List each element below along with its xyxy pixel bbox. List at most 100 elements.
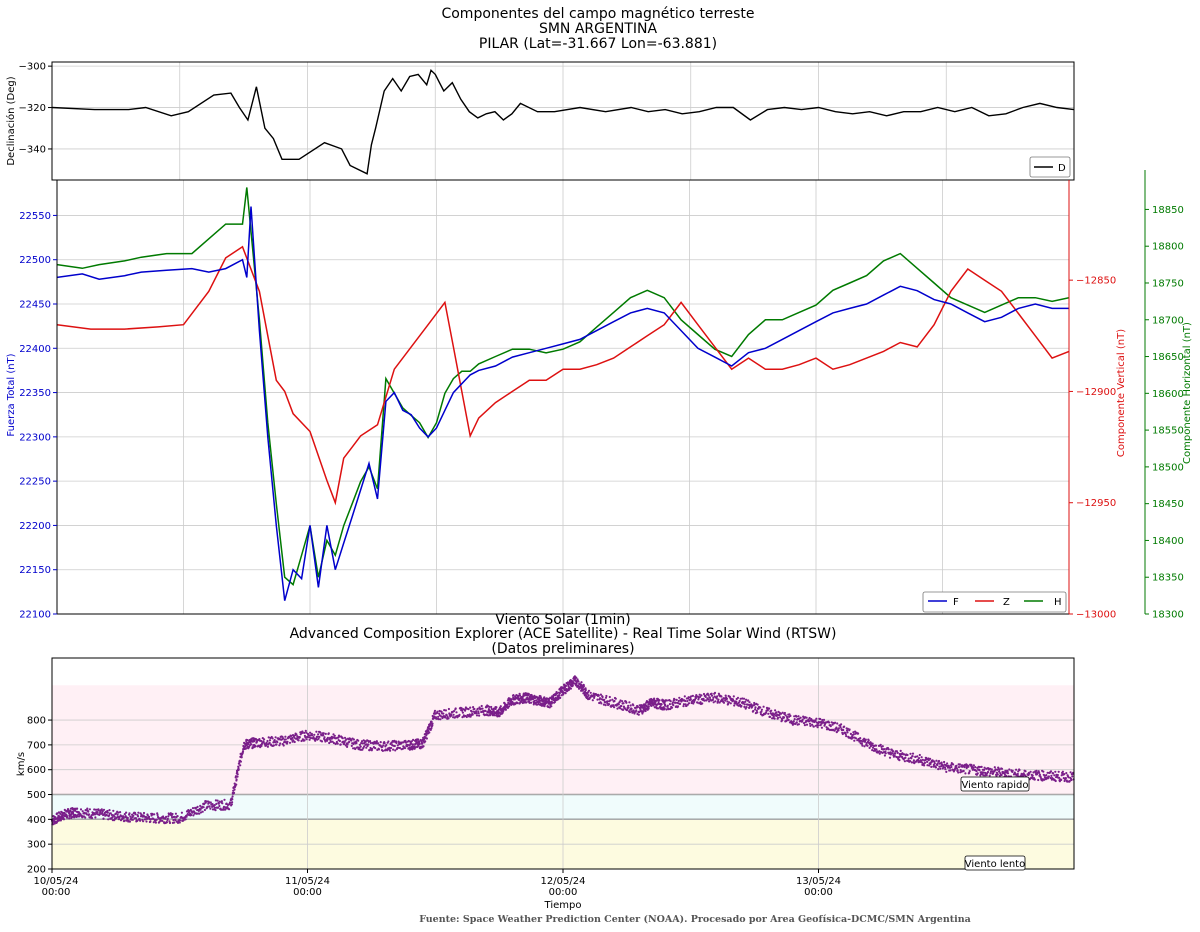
wind-point xyxy=(609,699,612,702)
wind-point xyxy=(79,808,83,811)
wind-point xyxy=(990,768,993,771)
wind-point xyxy=(386,749,389,752)
wind-point xyxy=(284,735,287,738)
wind-point xyxy=(311,734,314,737)
wind-point xyxy=(714,700,717,703)
wind-point xyxy=(883,754,887,757)
legend-label-d: D xyxy=(1058,163,1066,174)
h-tick-label: 18600 xyxy=(1152,389,1184,400)
wind-point xyxy=(109,812,112,815)
wind-point xyxy=(950,765,953,769)
wind-point xyxy=(447,707,450,711)
wind-point xyxy=(208,805,211,808)
wind-point xyxy=(968,770,971,773)
wind-point xyxy=(940,761,943,764)
wind-point xyxy=(439,718,442,721)
wind-point xyxy=(686,703,689,706)
h-tick-label: 18650 xyxy=(1152,352,1184,363)
wind-point xyxy=(996,768,999,771)
wind-point xyxy=(224,808,227,811)
wind-point xyxy=(235,783,238,786)
wind-point xyxy=(444,716,447,719)
wind-point xyxy=(279,742,282,745)
f-tick-label: 22200 xyxy=(19,521,51,532)
wind-point xyxy=(411,743,414,746)
wind-point xyxy=(478,714,481,717)
wind-point xyxy=(774,709,777,712)
wind-point xyxy=(888,756,892,759)
wind-point xyxy=(829,725,832,728)
wind-point xyxy=(814,719,817,722)
wind-point xyxy=(726,700,729,703)
title-line2: SMN ARGENTINA xyxy=(539,21,658,37)
wind-point xyxy=(644,709,647,713)
wind-point xyxy=(665,699,669,702)
wind-point xyxy=(993,766,996,769)
wind-point xyxy=(352,738,355,741)
wind-point xyxy=(760,710,763,713)
wind-point xyxy=(849,732,853,736)
wind-point xyxy=(1063,779,1066,783)
wind-point xyxy=(385,743,388,747)
wind-point xyxy=(1067,776,1070,779)
wind-point xyxy=(1060,778,1063,782)
wind-point xyxy=(123,813,126,816)
wind-point xyxy=(698,693,701,696)
wind-point xyxy=(343,743,346,746)
wind-xtick-date: 11/05/24 xyxy=(285,876,330,887)
wind-point xyxy=(379,741,382,744)
wind-point xyxy=(767,712,770,715)
wind-point xyxy=(218,804,221,808)
wind-point xyxy=(248,745,251,748)
wind-point xyxy=(1016,772,1019,776)
wind-point xyxy=(707,694,710,697)
wind-point xyxy=(848,728,851,731)
wind-point xyxy=(956,769,959,772)
wind-point xyxy=(87,813,91,816)
wind-point xyxy=(587,689,591,692)
wind-point xyxy=(983,766,986,769)
wind-point xyxy=(874,749,877,752)
wind-point xyxy=(884,750,887,753)
wind-point xyxy=(784,714,787,717)
wind-point xyxy=(394,749,397,752)
wind-point xyxy=(834,721,837,724)
wind-point xyxy=(581,689,584,692)
wind-point xyxy=(326,736,329,739)
wind-point xyxy=(660,703,663,706)
wind-point xyxy=(702,692,706,696)
wind-point xyxy=(475,714,479,717)
wind-point xyxy=(792,722,795,725)
wind-point xyxy=(338,735,341,738)
wind-point xyxy=(76,807,79,810)
wind-point xyxy=(508,697,511,700)
wind-point xyxy=(550,705,553,708)
wind-point xyxy=(475,710,478,713)
wind-point xyxy=(108,809,111,812)
wind-point xyxy=(213,804,216,807)
wind-point xyxy=(166,817,169,820)
wind-point xyxy=(863,737,866,740)
wind-point xyxy=(803,724,807,727)
wind-point xyxy=(820,722,823,725)
wind-point xyxy=(989,767,992,770)
wind-point xyxy=(338,739,341,743)
wind-point xyxy=(440,715,443,718)
wind-point xyxy=(421,742,424,745)
wind-point xyxy=(636,705,640,709)
wind-point xyxy=(236,773,239,776)
wind-point xyxy=(706,692,709,695)
wind-point xyxy=(921,758,924,761)
wind-point xyxy=(752,709,755,713)
wind-point xyxy=(765,711,768,714)
wind-point xyxy=(1071,775,1074,778)
wind-point xyxy=(912,759,916,762)
wind-point xyxy=(57,811,61,814)
wind-point xyxy=(319,731,322,734)
wind-point xyxy=(833,729,836,732)
wind-point xyxy=(165,821,169,824)
wind-point xyxy=(580,681,583,684)
wind-point xyxy=(230,803,233,806)
wind-point xyxy=(303,739,306,742)
wind-point xyxy=(341,737,344,740)
